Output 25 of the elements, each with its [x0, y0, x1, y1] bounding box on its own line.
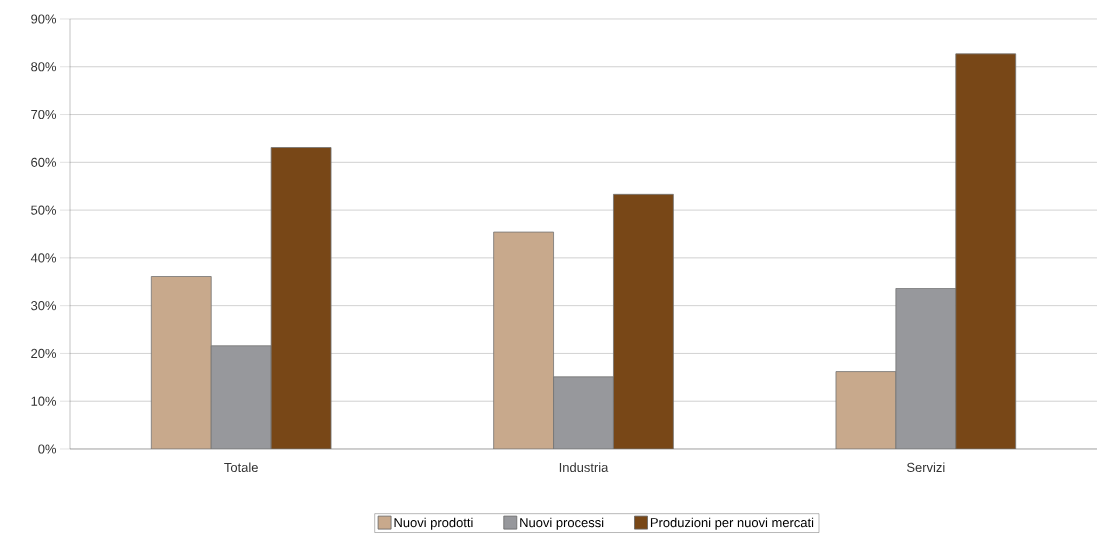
bar — [613, 193, 674, 449]
bar — [835, 371, 897, 449]
bar — [270, 147, 332, 449]
y-tick-label: 90% — [31, 14, 57, 24]
bar — [210, 345, 272, 449]
y-tick-label: 40% — [30, 253, 57, 263]
y-tick-label: 10% — [31, 396, 57, 406]
y-tick-label: 0% — [38, 444, 57, 454]
legend-label: Produzioni per nuovi mercati — [650, 517, 814, 530]
x-tick-label: Industria — [559, 462, 609, 473]
bar — [150, 276, 212, 449]
legend-label: Nuovi processi — [520, 517, 604, 530]
y-tick-label: 60% — [31, 157, 57, 167]
x-tick-label: Totale — [224, 462, 258, 473]
bar — [895, 288, 957, 449]
bar — [493, 231, 554, 449]
y-tick-label: 20% — [31, 348, 57, 359]
y-tick-label: 80% — [31, 62, 57, 72]
x-tick-label: Servizi — [907, 462, 945, 473]
y-tick-label: 30% — [31, 301, 57, 311]
bar — [553, 376, 614, 449]
bar — [955, 53, 1017, 449]
y-tick-label: 70% — [31, 109, 57, 120]
legend-label: Nuovi prodotti — [394, 517, 473, 530]
y-tick-label: 50% — [31, 205, 57, 215]
